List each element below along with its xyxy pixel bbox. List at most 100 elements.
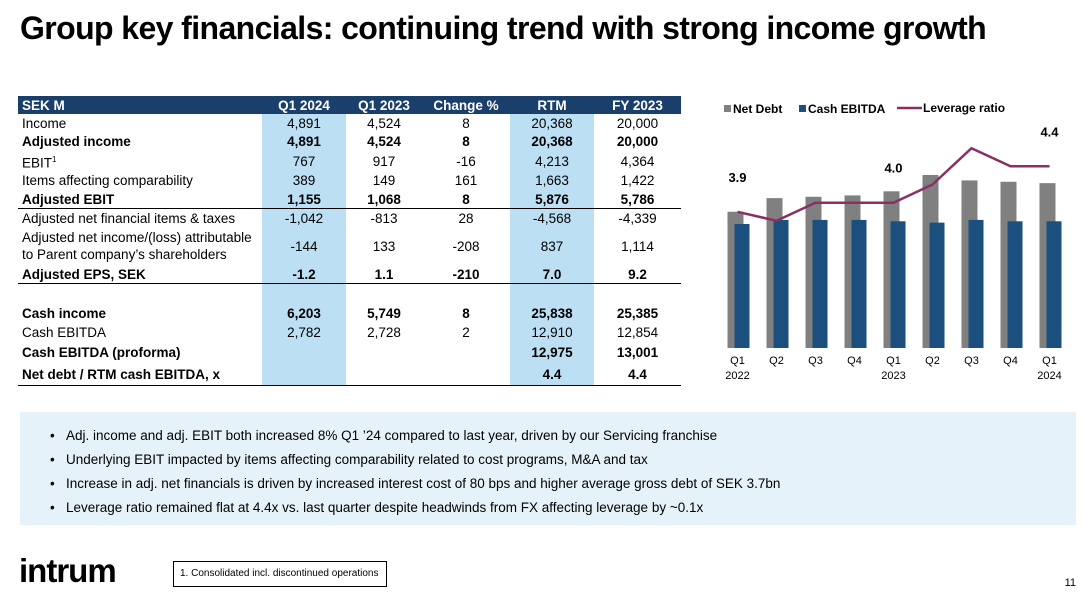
commentary-box: Adj. income and adj. EBIT both increased… [20,412,1076,525]
row-label: Items affecting comparability [22,173,193,189]
cell [262,341,346,364]
table-row-adjusted-ebit: Adjusted EBIT 1,155 1,068 8 5,876 5,786 [18,190,681,209]
x-tick-label: Q3 [964,355,979,367]
cell: 4,524 [367,115,401,131]
spacer-cell [510,283,594,305]
cell: 389 [262,171,346,190]
row-label-line1: Adjusted net income/(loss) attributable [22,230,252,245]
commentary-list: Adj. income and adj. EBIT both increased… [50,424,1076,520]
x-tick-label: Q3 [808,355,823,367]
cell: 1,068 [346,190,422,209]
row-label: Cash income [22,306,107,322]
chart-x-ticks: Q1 2022 Q2 Q3 Q4 Q1 2023 Q2 Q3 Q4 Q1 2024 [725,355,1061,382]
bar-cash-ebitda [968,219,984,348]
row-label: Income [22,115,67,131]
bar-cash-ebitda [734,224,750,348]
spacer-cell [18,284,262,305]
leverage-chart: Net Debt Cash EBITDA Leverage ratio 3.9 4… [700,90,1085,390]
cell [262,363,346,386]
cell: 5,786 [594,190,681,209]
row-label: Adjusted income [22,134,131,150]
row-label: Adjusted net financial items & taxes [22,210,236,226]
cell: 1,155 [262,190,346,209]
data-label-leverage: 4.4 [1040,124,1059,139]
cell: 4.4 [594,363,681,386]
spacer-cell [422,284,510,305]
cell: 1,663 [510,171,594,190]
cell: -1.2 [262,265,346,284]
table-row-cash-income: Cash income 6,203 5,749 8 25,838 25,385 [18,304,681,323]
cell: -813 [370,210,398,226]
cell: 2,728 [367,324,401,340]
spacer-cell [594,284,681,305]
cell: -4,339 [618,210,657,226]
cell: 25,838 [510,304,594,323]
cell: 4,891 [262,114,346,133]
cell: 6,203 [262,304,346,323]
table-row-adjusted-net-income: Adjusted net income/(loss) attributable t… [18,227,681,265]
cell: 8 [462,115,470,131]
row-label-line2: to Parent company’s shareholders [22,247,227,262]
key-financials-table: SEK M Q1 2024 Q1 2023 Change % RTM FY 20… [18,96,681,386]
bar-cash-ebitda [929,222,945,348]
cell: 9.2 [594,265,681,284]
commentary-bullet: Underlying EBIT impacted by items affect… [50,448,1076,472]
cell: -16 [456,153,476,169]
legend-swatch-cash-ebitda [799,105,806,112]
legend-label-net-debt: Net Debt [733,102,782,116]
x-tick-label: Q1 [886,355,901,367]
bar-cash-ebitda [890,221,906,348]
cell: 1,422 [620,173,655,189]
header-q1-2024: Q1 2024 [262,96,346,114]
cell: 4,213 [510,151,594,172]
cell: -208 [452,238,480,254]
cell: 12,975 [510,341,594,364]
spacer-cell [346,284,422,305]
spacer-cell [262,283,346,305]
header-sek-m: SEK M [18,96,262,114]
legend-swatch-net-debt [724,105,731,112]
bar-cash-ebitda [773,219,789,348]
page-number: 11 [1064,577,1076,589]
cell: 4,891 [262,132,346,151]
bar-cash-ebitda [1007,221,1023,348]
row-label: Adjusted EBIT [18,190,262,209]
cell [422,342,510,364]
cell: 5,749 [367,306,401,322]
header-rtm: RTM [510,96,594,114]
row-label: Cash EBITDA (proforma) [22,345,181,360]
cell [422,363,510,386]
x-tick-year-label: 2024 [1037,370,1061,382]
cell: 4.4 [510,363,594,386]
cell: 20,000 [616,115,659,131]
cell: 12,910 [510,323,594,342]
cell: 25,385 [616,306,659,322]
table-row-ebit: EBIT1 767 917 -16 4,213 4,364 [18,151,681,172]
bar-cash-ebitda [1046,221,1062,348]
row-label-text: EBIT [22,155,53,171]
cell: 8 [462,134,470,150]
cell: -210 [422,265,510,284]
header-q1-2023: Q1 2023 [346,96,422,114]
cell: 2 [462,324,470,340]
commentary-bullet: Increase in adj. net financials is drive… [50,472,1076,496]
row-label-ebit: EBIT1 [18,151,262,172]
table-row-cash-ebitda-proforma: Cash EBITDA (proforma) 12,975 13,001 [18,341,681,364]
cell [346,342,422,364]
chart-bars [727,174,1062,348]
cell: 20,000 [616,134,659,150]
cell: 133 [372,238,396,254]
cell: 7.0 [510,265,594,284]
bar-cash-ebitda [812,219,828,348]
table-row-net-debt-ratio: Net debt / RTM cash EBITDA, x 4.4 4.4 [18,363,681,386]
bar-cash-ebitda [851,219,867,348]
row-label: Cash EBITDA [22,324,107,340]
table-spacer-row [18,283,681,305]
x-tick-label: Q4 [1003,355,1018,367]
data-label-leverage: 3.9 [728,170,746,185]
x-tick-label: Q2 [769,355,784,367]
chart-legend: Net Debt Cash EBITDA Leverage ratio [724,101,1005,116]
table-header-row: SEK M Q1 2024 Q1 2023 Change % RTM FY 20… [18,96,681,114]
commentary-bullet: Leverage ratio remained flat at 4.4x vs.… [50,496,1076,520]
cell: 1,114 [621,238,654,254]
